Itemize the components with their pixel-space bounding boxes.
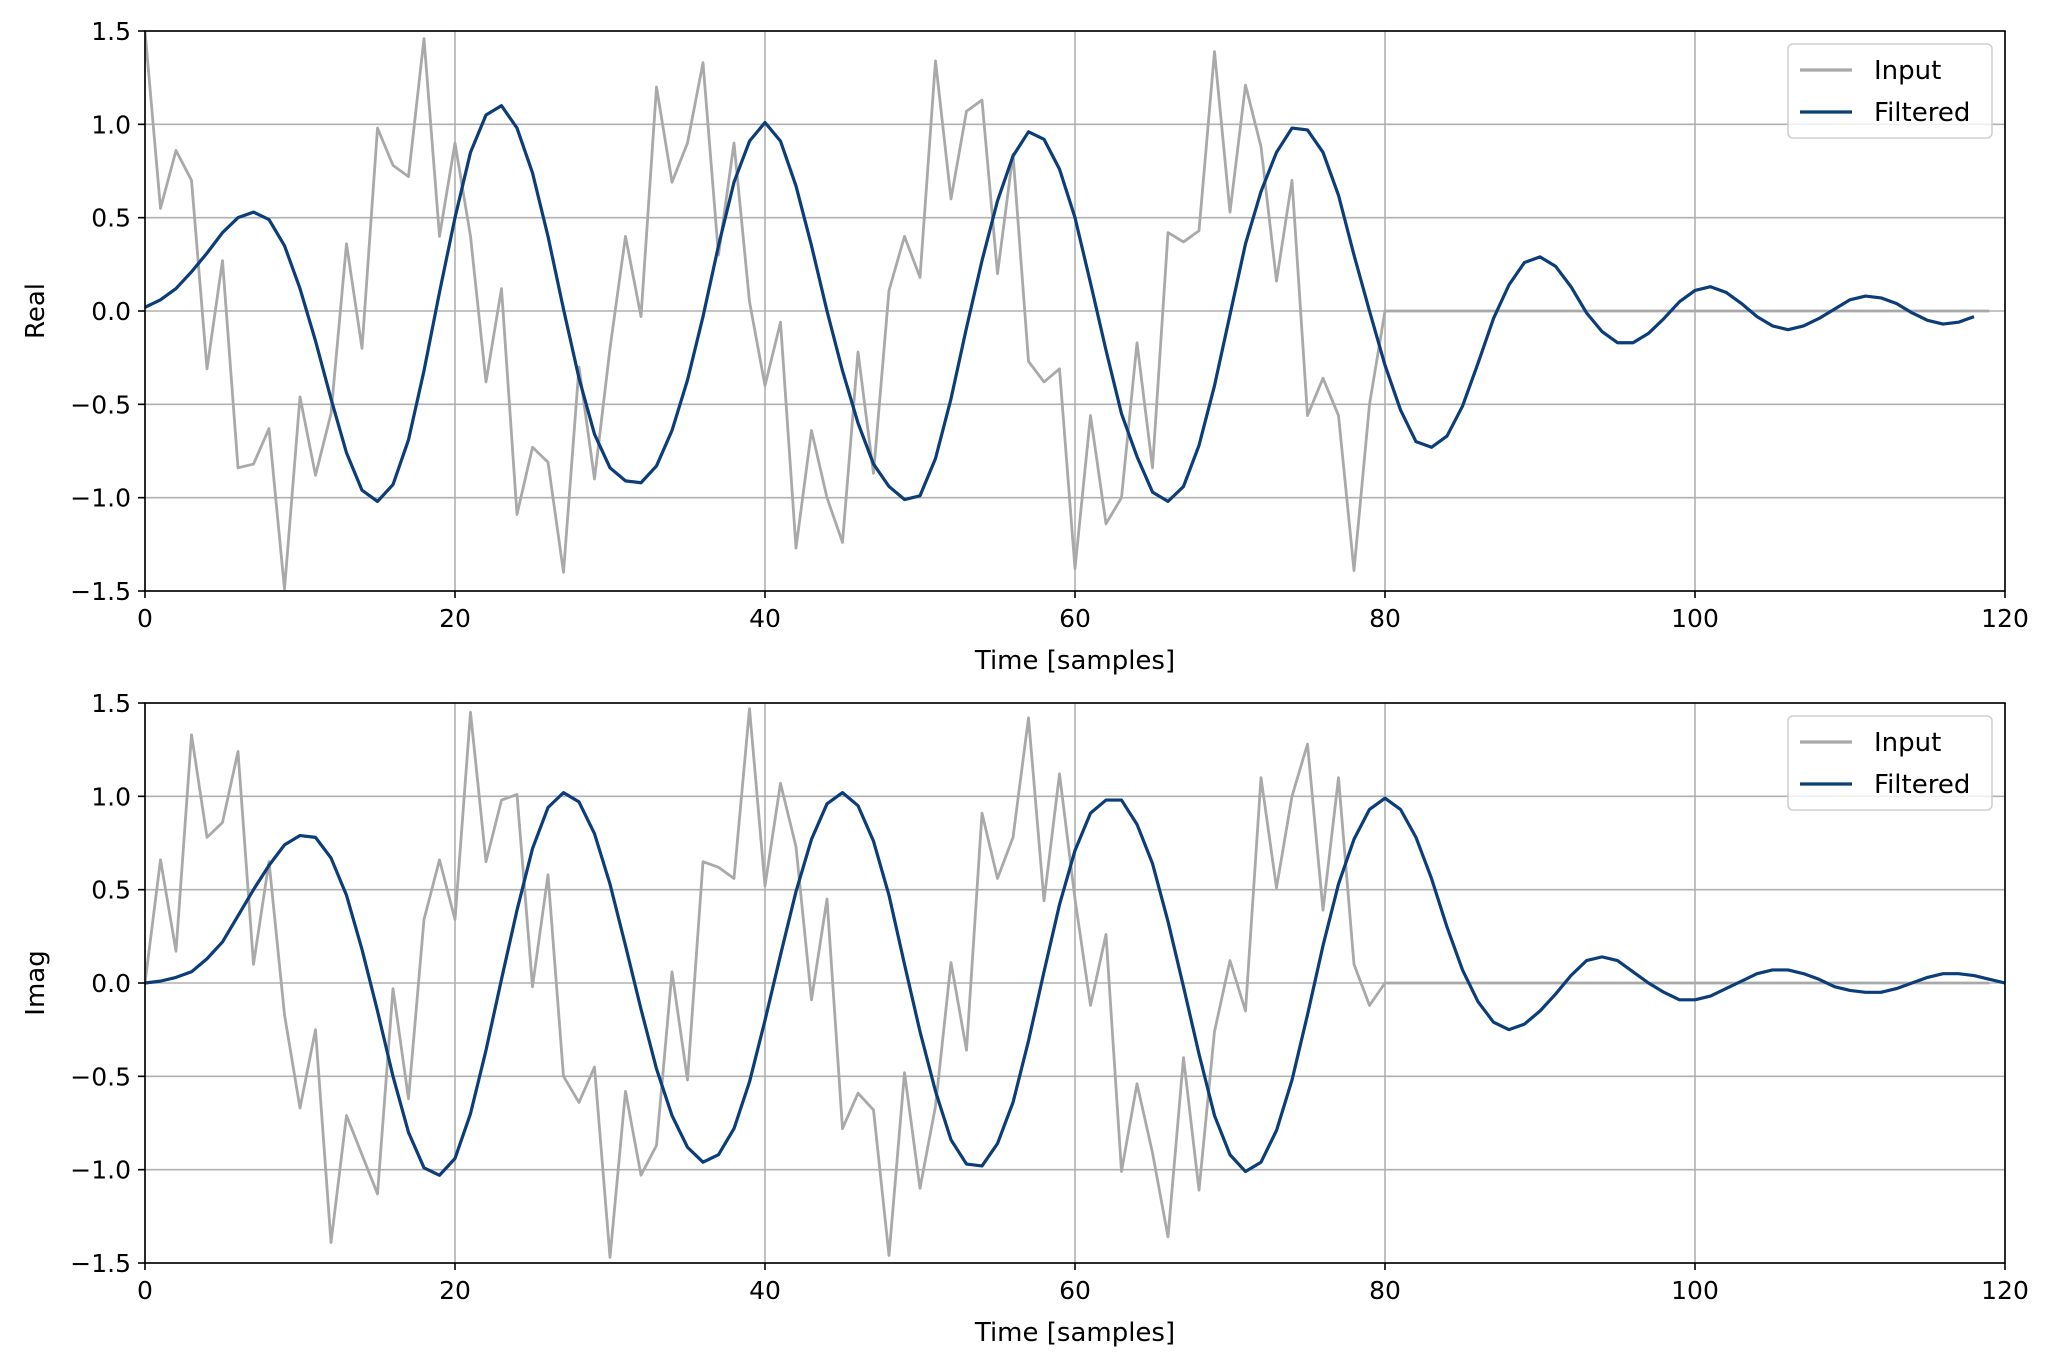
x-tick-label: 100 xyxy=(1671,604,1719,633)
series-line-filtered xyxy=(145,104,1975,503)
x-tick-label: 40 xyxy=(749,604,781,633)
x-tick-label: 120 xyxy=(1981,1276,2029,1305)
y-tick-label: 1.0 xyxy=(91,110,131,139)
series-line-input xyxy=(145,707,1990,1259)
series-line-input xyxy=(145,31,1990,591)
x-tick-label: 80 xyxy=(1369,1276,1401,1305)
y-tick-label: 1.0 xyxy=(91,782,131,811)
y-tick-label: −1.5 xyxy=(70,577,131,606)
plot-area xyxy=(145,31,1990,591)
legend-label-filtered: Filtered xyxy=(1874,98,1970,128)
legend-label-filtered: Filtered xyxy=(1874,770,1970,800)
x-axis-label: Time [samples] xyxy=(974,1318,1175,1348)
legend-box xyxy=(1787,43,1993,139)
y-tick-label: −0.5 xyxy=(70,390,131,419)
x-tick-label: 0 xyxy=(137,1276,153,1305)
plot-area xyxy=(145,707,2005,1259)
y-tick-label: 0.0 xyxy=(91,297,131,326)
legend-label-input: Input xyxy=(1874,728,1941,758)
x-tick-label: 20 xyxy=(439,604,471,633)
y-tick-label: −0.5 xyxy=(70,1062,131,1091)
y-tick-label: −1.0 xyxy=(70,1156,131,1185)
legend: Input Filtered xyxy=(1787,43,1993,139)
subplot-imag: 0 20 40 60 80 100 120 −1.5 −1.0 −0.5 0.0 0.5 1.0 1.5 T… xyxy=(21,689,2029,1348)
x-tick-label: 0 xyxy=(137,604,153,633)
x-tick-label: 60 xyxy=(1059,1276,1091,1305)
x-tick-label: 60 xyxy=(1059,604,1091,633)
y-tick-label: 1.5 xyxy=(91,689,131,718)
legend-label-input: Input xyxy=(1874,56,1941,86)
x-tick-label: 120 xyxy=(1981,604,2029,633)
legend-box xyxy=(1787,715,1993,811)
legend: Input Filtered xyxy=(1787,715,1993,811)
y-axis-label: Imag xyxy=(21,950,51,1015)
x-tick-label: 100 xyxy=(1671,1276,1719,1305)
y-axis-label: Real xyxy=(21,283,51,339)
x-tick-label: 20 xyxy=(439,1276,471,1305)
y-tick-label: 1.5 xyxy=(91,17,131,46)
series-line-filtered xyxy=(145,790,2005,1177)
y-tick-label: −1.5 xyxy=(70,1249,131,1278)
subplots: 0 20 40 60 80 100 120 −1.5 −1.0 −0.5 0.0 0.5 1.0 1.5 T… xyxy=(21,17,2029,1348)
y-tick-label: 0.5 xyxy=(91,876,131,905)
x-axis-label: Time [samples] xyxy=(974,646,1175,676)
y-tick-label: 0.5 xyxy=(91,204,131,233)
subplot-real: 0 20 40 60 80 100 120 −1.5 −1.0 −0.5 0.0 0.5 1.0 1.5 T… xyxy=(21,17,2029,676)
x-tick-label: 80 xyxy=(1369,604,1401,633)
x-tick-label: 40 xyxy=(749,1276,781,1305)
y-tick-label: −1.0 xyxy=(70,484,131,513)
y-tick-label: 0.0 xyxy=(91,969,131,998)
